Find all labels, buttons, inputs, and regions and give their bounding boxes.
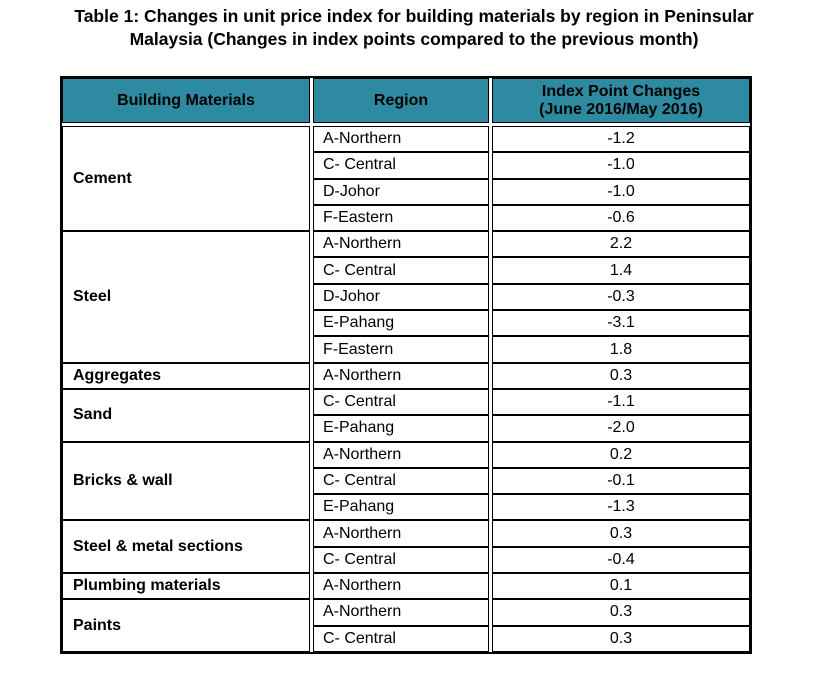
- material-cell: Cement: [62, 126, 310, 232]
- region-cell: F-Eastern: [313, 336, 489, 363]
- region-cell: C- Central: [313, 152, 489, 179]
- index-change-cell: 0.3: [492, 625, 750, 652]
- index-change-cell: 0.1: [492, 573, 750, 600]
- material-cell: Paints: [62, 599, 310, 652]
- index-change-cell: 0.3: [492, 599, 750, 626]
- table-row: C- Central -0.1: [62, 467, 750, 495]
- header-index-point-changes-line-1: Index Point Changes: [541, 82, 701, 100]
- index-change-cell: -1.2: [492, 126, 750, 153]
- table-row: Plumbing materials A-Northern 0.1: [62, 573, 750, 600]
- table-row: E-Pahang -1.3: [62, 494, 750, 521]
- table-body: Cement A-Northern -1.2 C- Central -1.0 D-Joho…: [62, 126, 750, 652]
- material-cell: Plumbing materials: [62, 573, 310, 600]
- index-change-cell: -1.1: [492, 388, 750, 416]
- table-row: Aggregates A-Northern 0.3: [62, 362, 750, 389]
- region-cell: C- Central: [313, 625, 489, 652]
- table-row: Steel A-Northern 2.2: [62, 231, 750, 363]
- region-cell: F-Eastern: [313, 204, 489, 232]
- header-index-point-changes: Index Point Changes (June 2016/May 2016): [492, 78, 750, 123]
- index-change-cell: -1.0: [492, 152, 750, 179]
- region-cell: E-Pahang: [313, 310, 489, 337]
- table-row: Cement A-Northern -1.2: [62, 126, 750, 232]
- index-change-cell: 0.3: [492, 362, 750, 389]
- table-row: Sand C- Central -1.1: [62, 388, 750, 442]
- region-cell: D-Johor: [313, 178, 489, 205]
- region-cell: E-Pahang: [313, 494, 489, 521]
- table-row: E-Pahang -2.0: [62, 415, 750, 442]
- table-row: F-Eastern 1.8: [62, 336, 750, 363]
- table-row: D-Johor -1.0: [62, 178, 750, 205]
- table-title-line-2: Malaysia (Changes in index points compar…: [129, 29, 699, 49]
- index-change-cell: -0.4: [492, 546, 750, 574]
- header-index-point-changes-line-2: (June 2016/May 2016): [539, 100, 703, 118]
- header-region: Region: [313, 78, 489, 123]
- index-change-cell: -0.6: [492, 204, 750, 232]
- table-row: E-Pahang -3.1: [62, 310, 750, 337]
- header-building-materials: Building Materials: [62, 78, 310, 123]
- table-title: Table 1: Changes in unit price index for…: [4, 5, 824, 51]
- index-change-cell: -1.0: [492, 178, 750, 205]
- material-cell: Bricks & wall: [62, 441, 310, 521]
- region-cell: C- Central: [313, 546, 489, 574]
- index-change-cell: 0.2: [492, 441, 750, 468]
- table-row: Paints A-Northern 0.3: [62, 599, 750, 652]
- index-change-cell: -0.3: [492, 283, 750, 311]
- region-cell: A-Northern: [313, 126, 489, 153]
- index-change-cell: -0.1: [492, 467, 750, 495]
- region-cell: A-Northern: [313, 573, 489, 600]
- table-row: F-Eastern -0.6: [62, 204, 750, 232]
- header-row: Building Materials Region Index Point Ch…: [62, 78, 750, 123]
- table-row: C- Central -0.4: [62, 546, 750, 574]
- table-row: D-Johor -0.3: [62, 283, 750, 311]
- table-row: C- Central 0.3: [62, 625, 750, 652]
- region-cell: D-Johor: [313, 283, 489, 311]
- index-change-cell: 0.3: [492, 520, 750, 547]
- index-change-cell: -1.3: [492, 494, 750, 521]
- region-cell: C- Central: [313, 467, 489, 495]
- region-cell: E-Pahang: [313, 415, 489, 442]
- table-row: Steel & metal sections A-Northern 0.3: [62, 520, 750, 574]
- region-cell: A-Northern: [313, 231, 489, 258]
- region-cell: C- Central: [313, 257, 489, 284]
- region-cell: A-Northern: [313, 520, 489, 547]
- price-index-table: Building Materials Region Index Point Ch…: [60, 76, 752, 654]
- table-row: C- Central 1.4: [62, 257, 750, 284]
- material-cell: Steel & metal sections: [62, 520, 310, 574]
- material-cell: Sand: [62, 388, 310, 442]
- region-cell: A-Northern: [313, 441, 489, 468]
- index-change-cell: 1.4: [492, 257, 750, 284]
- material-cell: Aggregates: [62, 362, 310, 389]
- table-row: Bricks & wall A-Northern 0.2: [62, 441, 750, 521]
- table-title-line-1: Table 1: Changes in unit price index for…: [74, 6, 754, 26]
- region-cell: A-Northern: [313, 362, 489, 389]
- index-change-cell: -2.0: [492, 415, 750, 442]
- material-cell: Steel: [62, 231, 310, 363]
- index-change-cell: 1.8: [492, 336, 750, 363]
- table-row: C- Central -1.0: [62, 152, 750, 179]
- index-change-cell: -3.1: [492, 310, 750, 337]
- region-cell: C- Central: [313, 388, 489, 416]
- index-change-cell: 2.2: [492, 231, 750, 258]
- table-header: Building Materials Region Index Point Ch…: [62, 78, 750, 126]
- region-cell: A-Northern: [313, 599, 489, 626]
